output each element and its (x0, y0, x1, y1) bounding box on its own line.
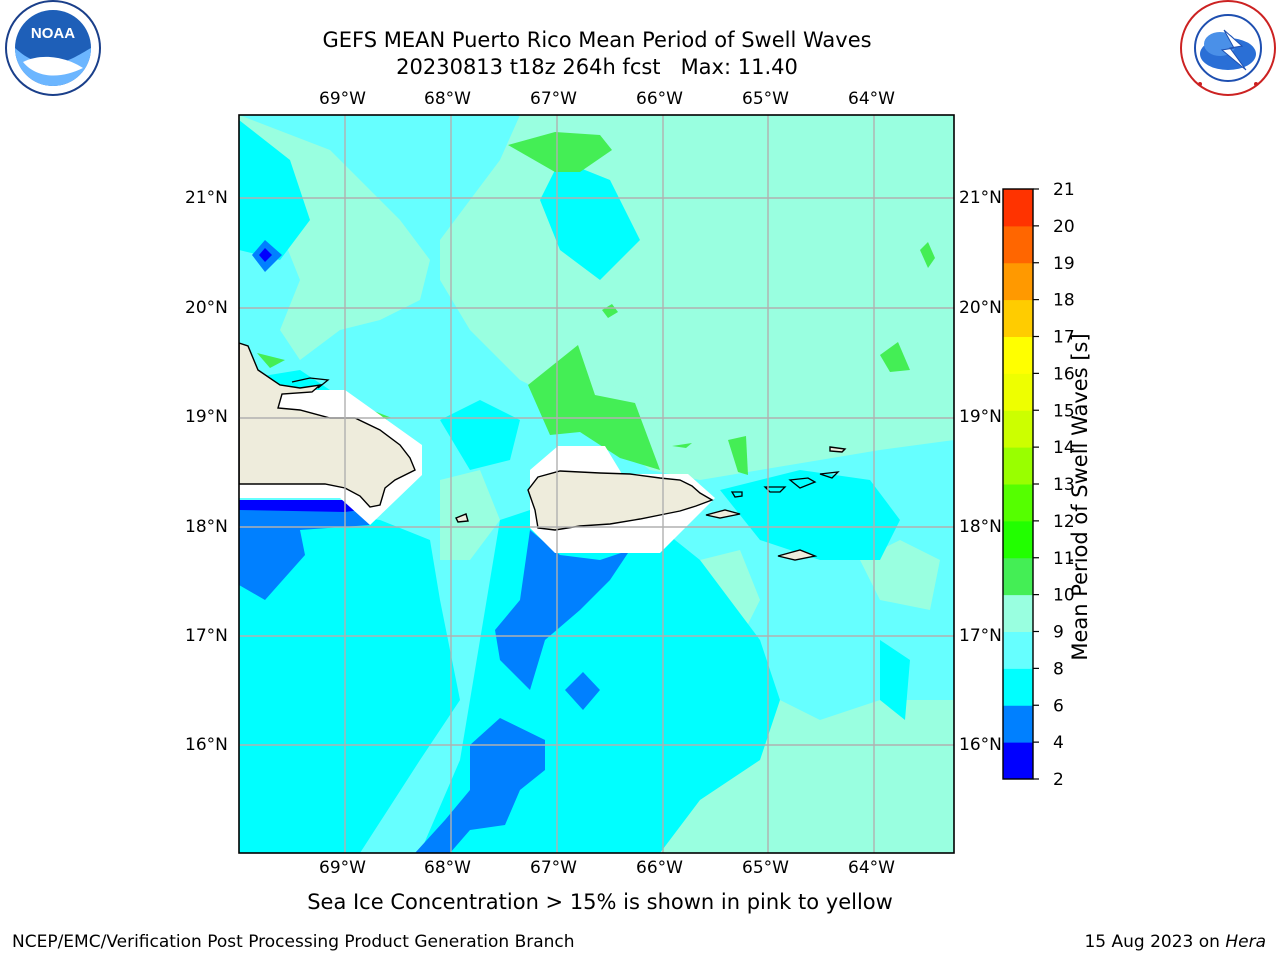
colorbar-tick-label: 16 (1053, 364, 1075, 384)
map-plot-area (239, 115, 954, 853)
lon-label-top: 69°W (319, 89, 366, 109)
land-areas (239, 342, 847, 561)
lat-label-left: 16°N (185, 735, 228, 755)
lon-label-bottom: 68°W (424, 858, 471, 878)
footer-organization: NCEP/EMC/Verification Post Processing Pr… (12, 932, 575, 952)
lon-label-bottom: 65°W (742, 858, 789, 878)
footer-date: 15 Aug 2023 on Hera (1084, 932, 1266, 952)
lon-label-top: 64°W (848, 89, 895, 109)
colorbar-tick-label: 14 (1053, 438, 1075, 458)
colorbar-segment (1003, 447, 1033, 485)
colorbar-tick-label: 11 (1053, 549, 1075, 569)
lat-label-left: 20°N (185, 298, 228, 318)
colorbar-tick-label: 20 (1053, 217, 1075, 237)
colorbar-frame (1002, 188, 1034, 780)
colorbar-segment (1003, 373, 1033, 411)
lat-label-right: 16°N (959, 735, 1002, 755)
colorbar-tick-label: 18 (1053, 291, 1075, 311)
colorbar-segment (1003, 336, 1033, 374)
colorbar: 2 4 6 8 9 10 11 12 13 14 15 16 17 18 19 20 21 (1002, 180, 1075, 790)
colorbar-segment (1003, 668, 1033, 706)
colorbar-tick-label: 17 (1053, 328, 1075, 348)
lat-label-right: 17°N (959, 626, 1002, 646)
colorbar-tick-label: 4 (1053, 733, 1064, 753)
colorbar-tick-label: 15 (1053, 401, 1075, 421)
lat-label-right: 20°N (959, 298, 1002, 318)
colorbar-segment (1003, 705, 1033, 743)
lon-label-bottom: 64°W (848, 858, 895, 878)
noaa-logo-text: NOAA (31, 25, 75, 42)
colorbar-tick-label: 12 (1053, 512, 1075, 532)
colorbar-tick-label: 6 (1053, 696, 1064, 716)
footer-date-text: 15 Aug 2023 on (1084, 932, 1226, 952)
colorbar-tick-label: 21 (1053, 180, 1075, 200)
swell-field-10-11 (257, 132, 935, 475)
colorbar-tick-label: 9 (1053, 623, 1064, 643)
colorbar-segment (1003, 410, 1033, 448)
lat-label-right: 18°N (959, 517, 1002, 537)
swell-field-2-4 (239, 248, 360, 512)
colorbar-segment (1003, 189, 1033, 227)
colorbar-segment (1003, 742, 1033, 780)
map-grid (239, 115, 954, 853)
lon-label-top: 66°W (636, 89, 683, 109)
chart-subtitle: 20230813 t18z 264h fcst Max: 11.40 (396, 55, 798, 79)
lon-label-top: 65°W (742, 89, 789, 109)
chart-title: GEFS MEAN Puerto Rico Mean Period of Swe… (322, 28, 872, 52)
colorbar-segment (1003, 520, 1033, 559)
lat-label-right: 19°N (959, 407, 1002, 427)
colorbar-tick-label: 19 (1053, 254, 1075, 274)
colorbar-segment (1003, 594, 1033, 632)
colorbar-label: Mean Period of Swell Waves [s] (1068, 333, 1092, 661)
lat-label-left: 17°N (185, 626, 228, 646)
lon-label-bottom: 69°W (319, 858, 366, 878)
lat-label-left: 21°N (185, 188, 228, 208)
colorbar-segment (1003, 557, 1033, 596)
lon-label-top: 67°W (530, 89, 577, 109)
colorbar-tick-label: 8 (1053, 659, 1064, 679)
swell-field-4-6 (239, 240, 630, 853)
colorbar-tick-label: 10 (1053, 586, 1075, 606)
colorbar-segment (1003, 484, 1033, 522)
noaa-logo: NOAA (5, 0, 101, 96)
lon-label-bottom: 66°W (636, 858, 683, 878)
colorbar-segment (1003, 262, 1033, 301)
colorbar-tick-label: 2 (1053, 770, 1064, 790)
sea-ice-caption: Sea Ice Concentration > 15% is shown in … (307, 890, 893, 914)
lat-label-left: 19°N (185, 407, 228, 427)
colorbar-segment (1003, 225, 1033, 264)
footer-machine: Hera (1225, 932, 1266, 952)
lat-label-right: 21°N (959, 188, 1002, 208)
lon-label-bottom: 67°W (530, 858, 577, 878)
colorbar-segment (1003, 299, 1033, 337)
colorbar-segment (1003, 631, 1033, 669)
lon-label-top: 68°W (424, 89, 471, 109)
colorbar-tick-label: 13 (1053, 475, 1075, 495)
nws-logo (1180, 0, 1276, 96)
map-frame (238, 114, 955, 854)
lat-label-left: 18°N (185, 517, 228, 537)
